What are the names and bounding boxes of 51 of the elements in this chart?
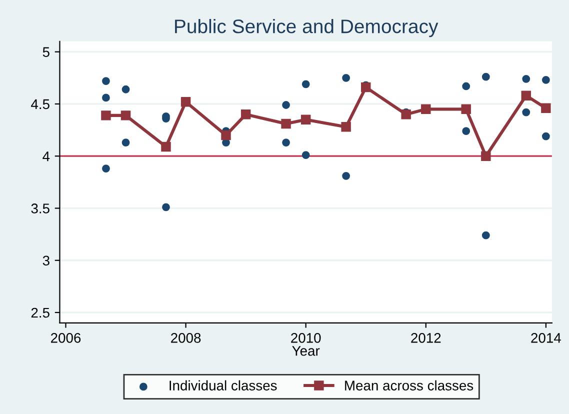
point — [342, 172, 350, 180]
chart-title: Public Service and Democracy — [175, 18, 438, 38]
point — [342, 74, 350, 82]
point — [302, 151, 310, 159]
point — [101, 110, 111, 120]
point — [180, 97, 191, 107]
x-tick-label: 2012 — [411, 333, 441, 343]
y-tick-label: 3.5 — [31, 204, 50, 214]
y-tick-label: 2.5 — [31, 308, 50, 318]
point — [102, 164, 110, 173]
point — [522, 108, 530, 116]
point — [482, 72, 490, 81]
point — [162, 203, 170, 212]
point — [302, 80, 310, 88]
point — [462, 82, 470, 90]
point — [341, 122, 351, 132]
point — [361, 82, 371, 92]
legend-label: Mean across classes — [345, 380, 474, 390]
point — [541, 103, 551, 113]
legend-label: Individual classes — [170, 380, 277, 390]
point — [542, 132, 550, 140]
y-tick-label: 5 — [42, 47, 50, 57]
point — [521, 90, 531, 100]
x-tick-label: 2014 — [531, 333, 561, 343]
point — [482, 231, 490, 240]
point — [522, 74, 530, 83]
point — [462, 127, 470, 136]
point — [122, 85, 130, 94]
x-tick-label: 2006 — [51, 333, 81, 343]
y-tick-label: 4.5 — [31, 99, 50, 110]
point — [240, 110, 251, 120]
y-tick-label: 4 — [42, 152, 50, 162]
point — [221, 130, 231, 140]
x-tick-label: 2010 — [291, 333, 321, 343]
x-axis-title: Year — [292, 346, 320, 356]
point — [421, 104, 431, 114]
point — [120, 110, 131, 120]
point — [122, 138, 130, 146]
point — [542, 76, 550, 84]
point — [161, 142, 171, 152]
point — [282, 101, 290, 109]
point — [401, 110, 411, 120]
point — [300, 114, 311, 124]
point — [281, 118, 291, 129]
y-tick-label: 3 — [42, 256, 50, 266]
point — [102, 94, 110, 102]
point — [481, 151, 491, 161]
point — [461, 104, 471, 114]
point — [102, 77, 110, 85]
point — [282, 138, 290, 146]
x-tick-label: 2008 — [171, 333, 201, 343]
